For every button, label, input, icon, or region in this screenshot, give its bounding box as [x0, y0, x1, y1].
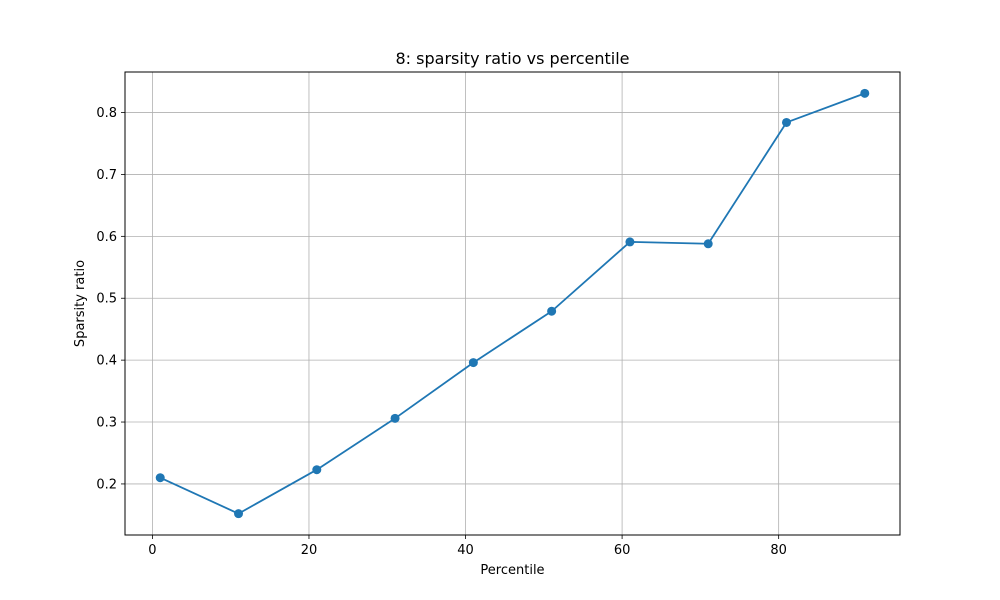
x-tick-label: 40: [457, 543, 474, 558]
y-tick-label: 0.2: [96, 477, 117, 492]
series-layer: [155, 88, 870, 519]
y-tick-label: 0.7: [96, 168, 117, 183]
plot-frame: [124, 71, 901, 536]
data-point: [703, 239, 713, 249]
data-point: [860, 88, 870, 98]
y-tick-label: 0.4: [96, 354, 117, 369]
series-line: [159, 92, 866, 515]
y-tick-label: 0.5: [96, 292, 117, 307]
data-point: [781, 117, 791, 127]
y-tick-label: 0.3: [96, 416, 117, 431]
x-tick-label: 0: [148, 543, 156, 558]
data-point: [312, 465, 322, 475]
data-point: [468, 358, 478, 368]
y-tick-label: 0.8: [96, 106, 117, 121]
x-tick-label: 60: [614, 543, 631, 558]
data-point: [155, 473, 165, 483]
data-point: [390, 413, 400, 423]
grid-lines: [125, 72, 900, 535]
x-tick-label: 80: [770, 543, 787, 558]
data-point: [234, 509, 244, 519]
y-axis-label: Sparsity ratio: [73, 260, 88, 347]
x-axis-label: Percentile: [480, 563, 544, 578]
y-tick-label: 0.6: [96, 230, 117, 245]
data-point: [547, 306, 557, 316]
chart-title: 8: sparsity ratio vs percentile: [395, 49, 629, 68]
x-tick-label: 20: [301, 543, 318, 558]
axis-ticks: 0 20 40 60 80 0.2 0.3 0.4 0.5 0.6 0.7 0.8: [96, 106, 787, 558]
data-point: [625, 237, 635, 247]
